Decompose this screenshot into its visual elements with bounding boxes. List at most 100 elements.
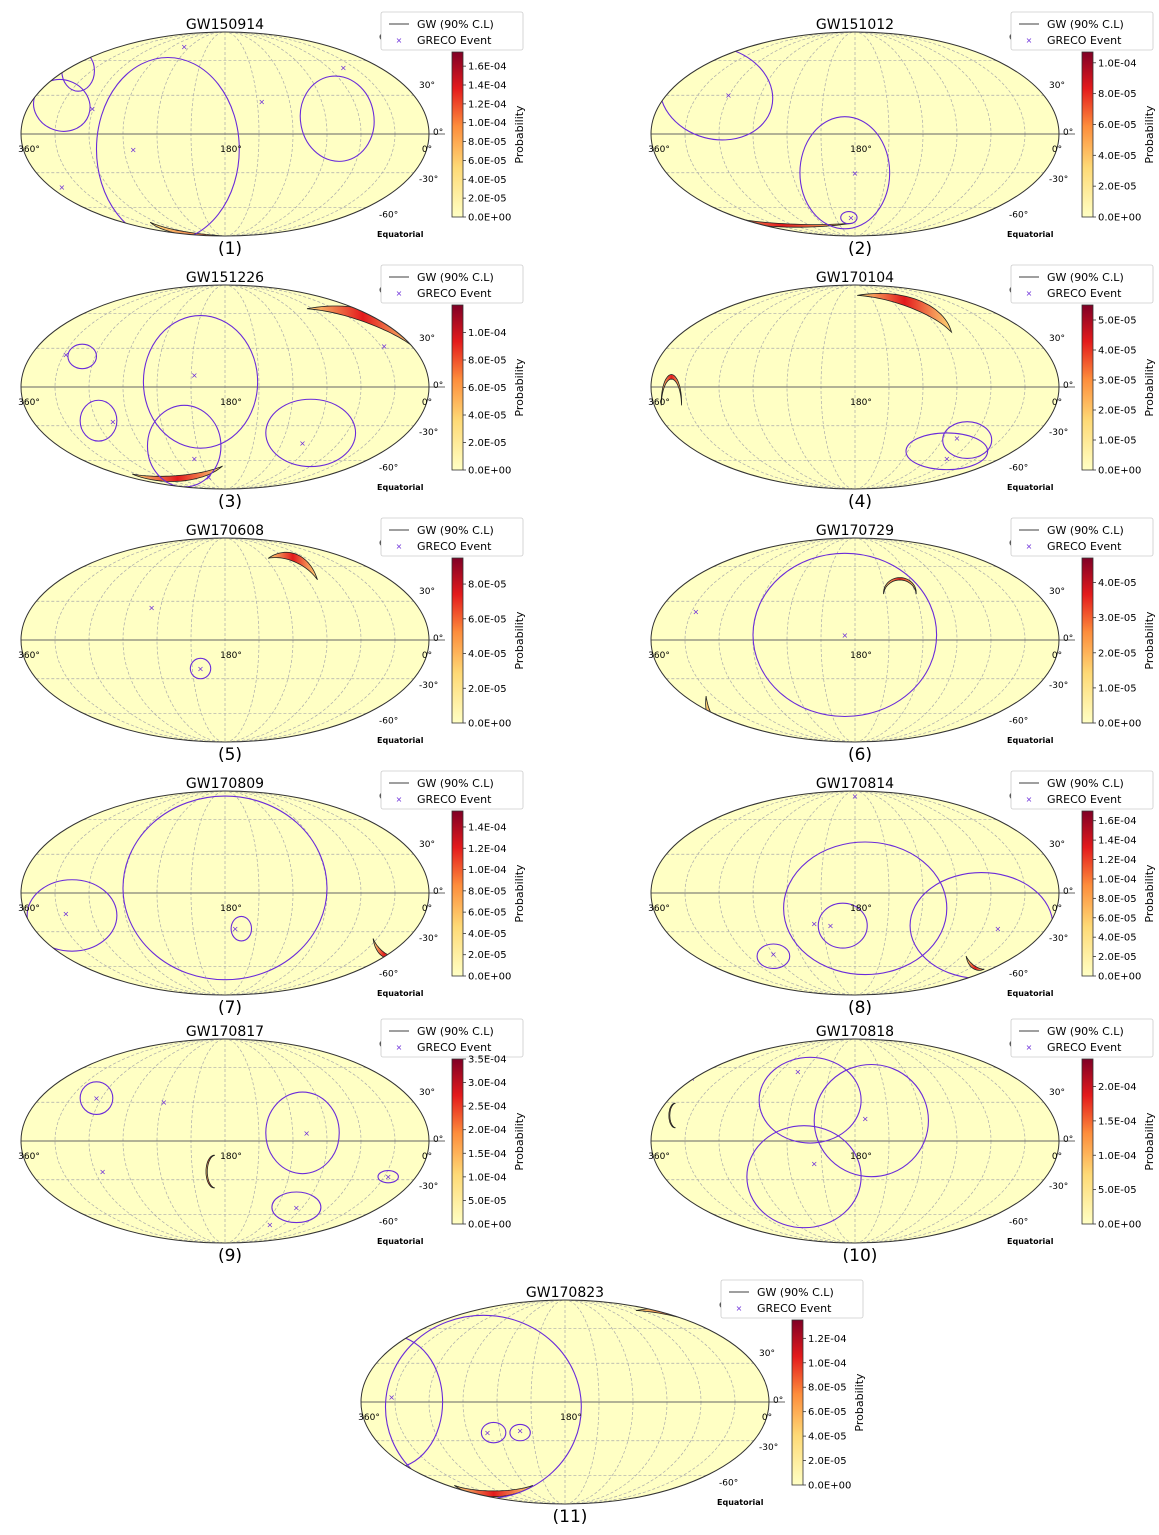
panel-title: GW150914 [186,17,264,33]
colorbar-tick-label: 1.2E-04 [468,844,507,855]
skymap-svg: GW170809××360°180°0°60°30°0°-30°-60°Equa… [18,770,526,1018]
colorbar-tick-label: 0.0E+00 [468,466,511,477]
colorbar-tick-label: 0.0E+00 [468,1220,511,1231]
lon-label-center: 180° [220,904,242,914]
lat-label: 30° [759,1349,775,1359]
legend-greco-label: GRECO Event [417,34,492,47]
panel-title: GW170729 [816,523,894,539]
legend-box [1010,264,1154,304]
lon-label-right: 0° [762,1413,772,1423]
lat-label: -60° [379,970,398,980]
greco-event-marker: × [841,631,848,640]
greco-contour [758,1056,862,1144]
lon-label-left: 360° [648,398,670,408]
lat-label: 30° [419,840,435,850]
colorbar-tick-label: 1.0E-04 [468,1172,507,1183]
greco-event-marker: × [130,145,137,154]
frame-label: Equatorial [1007,989,1054,998]
panel-title: GW170104 [816,270,894,286]
greco-event-marker: × [827,922,834,931]
map-outline [650,1038,1060,1244]
colorbar-tick-label: 1.5E-04 [1098,1116,1137,1127]
greco-event-marker: × [954,434,961,443]
greco-event-marker: × [385,1173,392,1182]
lon-label-right: 0° [1052,1152,1062,1162]
map-outline [650,790,1060,996]
lon-label-center: 180° [220,145,242,155]
frame-label: Equatorial [377,989,424,998]
greco-contour [299,75,375,162]
panel-title: GW151226 [186,270,264,286]
colorbar-tick-label: 2.0E-05 [468,438,507,449]
lon-label-center: 180° [850,145,872,155]
lon-label-left: 360° [18,1152,40,1162]
legend-greco-label: GRECO Event [417,540,492,553]
legend-greco-label: GRECO Event [1047,34,1122,47]
lat-label: -30° [1049,934,1068,944]
lat-label: 0° [1063,634,1073,644]
legend-marker-swatch: × [396,36,403,45]
skymap-svg: GW170814×××××360°180°0°60°30°0°-30°-60°E… [648,770,1156,1018]
greco-event-marker: × [191,371,198,380]
panel-label: (9) [218,1246,242,1266]
lon-label-left: 360° [18,145,40,155]
panel-title: GW170814 [816,776,894,792]
lat-label: -30° [1049,1182,1068,1192]
legend-greco-label: GRECO Event [1047,793,1122,806]
greco-event-marker: × [148,603,155,612]
colorbar-tick-label: 1.0E-04 [468,118,507,129]
lon-label-right: 0° [422,1152,432,1162]
skymap-svg: GW170817×××××××360°180°0°60°30°0°-30°-60… [18,1018,526,1266]
colorbar-tick-label: 0.0E+00 [808,1481,851,1492]
greco-contour [67,343,98,370]
greco-contour [480,1421,507,1444]
legend-box [1010,517,1154,557]
lat-label: -60° [1009,970,1028,980]
colorbar [451,1058,464,1225]
greco-contour [942,421,993,459]
frame-label: Equatorial [1007,230,1054,239]
greco-event-marker: × [258,97,265,106]
lon-label-left: 360° [358,1413,380,1423]
legend-marker-swatch: × [1026,289,1033,298]
lat-label: -30° [419,681,438,691]
colorbar-tick-label: 5.0E-05 [1098,316,1137,327]
colorbar-tick-label: 0.0E+00 [468,719,511,730]
greco-event-marker: × [109,418,116,427]
legend-marker-swatch: × [396,795,403,804]
lon-label-right: 0° [422,145,432,155]
legend-box [720,1279,864,1319]
greco-contour [79,399,118,442]
legend-marker-swatch: × [1026,542,1033,551]
lat-label: 0° [433,381,443,391]
panel-label: (2) [848,239,872,259]
colorbar-tick-label: 8.0E-05 [808,1383,847,1394]
skymap-panel: GW170809××360°180°0°60°30°0°-30°-60°Equa… [16,770,556,1021]
colorbar-tick-label: 1.0E-04 [808,1358,847,1369]
skymap-panel: GW170818×××××360°180°0°60°30°0°-30°-60°E… [646,1018,1159,1269]
lat-label: -30° [1049,681,1068,691]
colorbar-tick-label: 8.0E-05 [468,137,507,148]
colorbar-tick-label: 1.4E-04 [468,81,507,92]
map-outline [20,537,430,743]
skymap-panel: GW170814×××××360°180°0°60°30°0°-30°-60°E… [646,770,1159,1021]
colorbar-tick-label: 3.0E-05 [1098,376,1137,387]
greco-contour [817,902,868,949]
colorbar-tick-label: 4.0E-05 [468,175,507,186]
lat-label: -60° [1009,717,1028,727]
greco-event-marker: × [181,42,188,51]
greco-event-marker: × [388,1393,395,1402]
frame-label: Equatorial [377,230,424,239]
colorbar [451,51,464,218]
colorbar [1081,1058,1094,1225]
lon-label-center: 180° [850,651,872,661]
frame-label: Equatorial [1007,1237,1054,1246]
colorbar-tick-label: 2.0E-05 [1098,952,1137,963]
colorbar-tick-label: 0.0E+00 [1098,213,1141,224]
colorbar-tick-label: 8.0E-05 [468,356,507,367]
colorbar-tick-label: 2.0E-05 [468,194,507,205]
greco-contour [265,1091,340,1175]
colorbar-tick-label: 4.0E-05 [1098,346,1137,357]
lat-label: 30° [419,334,435,344]
